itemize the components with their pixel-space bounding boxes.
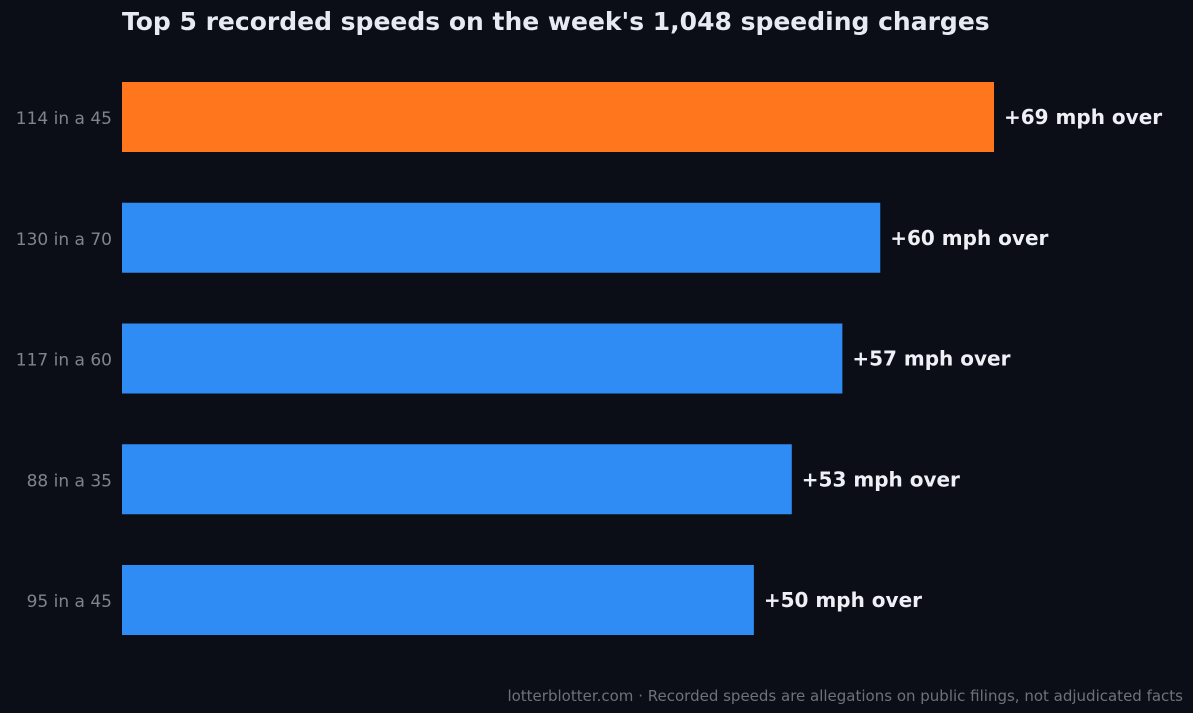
bar-value-label: +69 mph over — [1004, 105, 1162, 129]
y-tick-label: 117 in a 60 — [16, 351, 112, 371]
bars-group: 114 in a 45 +69 mph over 130 in a 70 +60 mp… — [16, 82, 1162, 635]
bar-value-label: +60 mph over — [890, 226, 1048, 250]
bar-2 — [122, 202, 881, 273]
bar-value-label: +50 mph over — [764, 588, 922, 612]
bar-4 — [122, 444, 792, 515]
footer-note: lotterblotter.com · Recorded speeds are … — [507, 687, 1183, 705]
footer-separator: · — [638, 687, 643, 705]
y-tick-label: 95 in a 45 — [27, 592, 112, 612]
y-tick-label: 130 in a 70 — [16, 230, 112, 250]
bar-value-label: +57 mph over — [852, 347, 1010, 371]
bar-3 — [122, 323, 843, 394]
bar-value-label: +53 mph over — [802, 467, 960, 491]
footer-source: lotterblotter.com — [507, 687, 633, 705]
bar-1 — [122, 82, 994, 152]
y-tick-label: 88 in a 35 — [27, 471, 112, 491]
footer-disclaimer: Recorded speeds are allegations on publi… — [648, 687, 1183, 705]
y-tick-label: 114 in a 45 — [16, 109, 112, 129]
chart-title: Top 5 recorded speeds on the week's 1,04… — [122, 7, 990, 36]
bar-5 — [122, 565, 754, 635]
